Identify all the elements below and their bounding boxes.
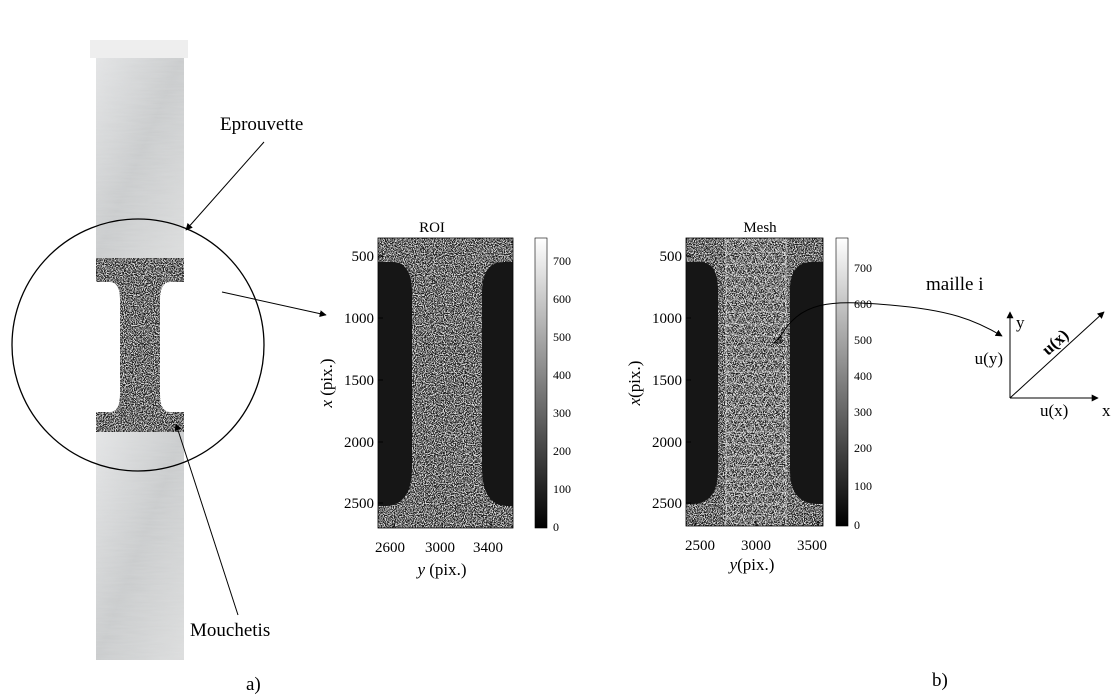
mesh-cbar-tick: 200 [854,441,872,455]
axis-x-label: x [1102,401,1111,420]
maille-marker [772,334,782,344]
mesh-ytick: 1000 [652,311,682,327]
mesh-ytick: 1500 [652,373,682,389]
roi-x-label: y (pix.) [415,560,466,579]
roi-ytick: 500 [352,249,375,265]
roi-xtick: 3000 [425,540,455,556]
specimen-photo [11,40,265,660]
mesh-cbar-tick: 700 [854,261,872,275]
mesh-x-label: y(pix.) [728,555,775,574]
label-maille: maille i [926,274,984,295]
roi-x-axis: 2600 3000 3400 [375,523,503,556]
roi-cbar-tick: 300 [553,406,571,420]
roi-cbar-tick: 400 [553,368,571,382]
speckle-zone [96,258,184,432]
ux-label: u(x) [1040,401,1068,420]
mesh-y-label: x(pix.) [625,361,644,407]
mesh-xtick: 2500 [685,538,715,554]
roi-plot: ROI 500 1000 1500 2000 2500 2600 3000 34 [317,220,571,579]
panel-b-label: b) [932,670,948,691]
vector-label: u(x) [1038,325,1072,359]
panel-a-label: a) [246,674,261,695]
roi-cbar-tick: 0 [553,520,559,534]
vector-diagram: y x u(y) u(x) u(x) [975,311,1111,420]
mesh-plot: Mesh 500 1000 1500 2000 2500 [625,220,872,574]
roi-ytick: 1000 [344,311,374,327]
mesh-y-axis: 500 1000 1500 2000 2500 [652,249,691,512]
displacement-vector [1009,311,1105,399]
roi-xtick: 2600 [375,540,405,556]
mesh-cbar-tick: 600 [854,297,872,311]
roi-cbar-tick: 700 [553,254,571,268]
mesh-cbar-tick: 0 [854,518,860,532]
roi-xtick: 3400 [473,540,503,556]
label-eprouvette: Eprouvette [220,114,303,135]
arrow-to-roi [221,291,327,318]
roi-cbar-tick: 200 [553,444,571,458]
roi-cbar-tick: 600 [553,292,571,306]
roi-cbar-tick: 500 [553,330,571,344]
roi-ytick: 2000 [344,435,374,451]
roi-ytick: 1500 [344,373,374,389]
mesh-cbar-tick: 300 [854,405,872,419]
arrow-mouchetis [174,423,239,616]
roi-title: ROI [419,220,445,236]
mesh-x-axis: 2500 3000 3500 [685,521,827,554]
mesh-image [686,238,823,526]
roi-image [378,238,513,528]
roi-y-axis: 500 1000 1500 2000 2500 [344,249,383,512]
mesh-cbar-tick: 400 [854,369,872,383]
mesh-colorbar: 700 600 500 400 300 200 100 0 [835,237,872,532]
mesh-cbar-tick: 500 [854,333,872,347]
roi-cbar-tick: 100 [553,482,571,496]
mesh-xtick: 3000 [741,538,771,554]
maille-connector [777,302,1003,341]
mesh-cbar-tick: 100 [854,479,872,493]
roi-colorbar: 700 600 500 400 300 200 100 0 [534,237,571,534]
label-mouchetis: Mouchetis [190,620,270,641]
arrow-eprouvette [185,141,265,231]
mesh-ytick: 2500 [652,496,682,512]
uy-label: u(y) [975,349,1003,368]
axis-y-label: y [1016,313,1025,332]
zoom-circle [11,218,265,472]
roi-ytick: 2500 [344,496,374,512]
mesh-ytick: 2000 [652,435,682,451]
roi-y-label: x (pix.) [317,358,336,408]
mesh-title: Mesh [743,220,777,236]
mesh-xtick: 3500 [797,538,827,554]
mesh-ytick: 500 [660,249,683,265]
